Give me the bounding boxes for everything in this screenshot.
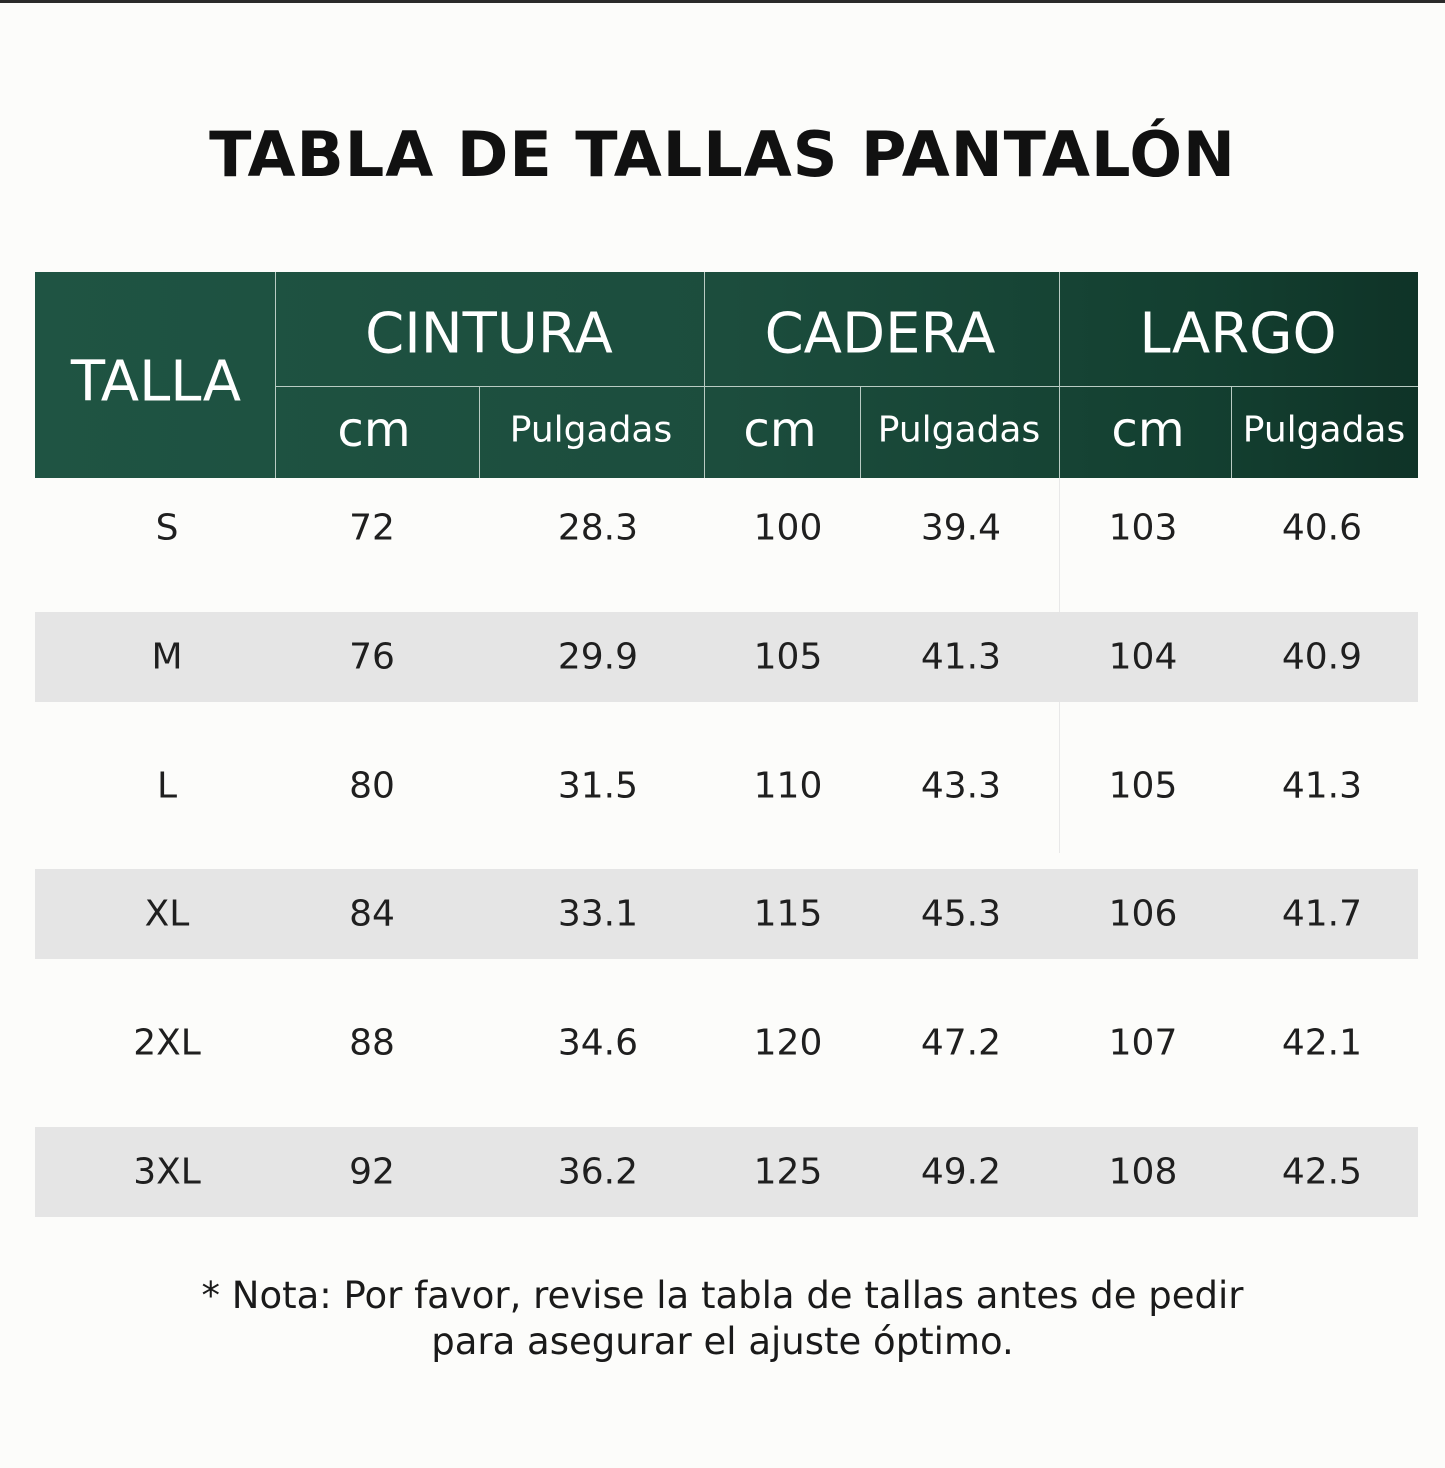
- header-unit-pulgadas: Pulgadas: [877, 409, 1041, 451]
- header-unit-cm: cm: [743, 402, 817, 458]
- header-unit-pulgadas: Pulgadas: [1242, 409, 1406, 451]
- row-stripe: [35, 1127, 1418, 1217]
- cadera-cm-cell: 100: [753, 507, 823, 549]
- cintura-pulgadas-cell: 33.1: [557, 893, 638, 935]
- cadera-cm-cell: 120: [753, 1022, 823, 1064]
- header-divider: [275, 386, 1418, 387]
- header-divider: [479, 387, 480, 478]
- header-divider: [860, 387, 861, 478]
- header-cadera: CADERA: [764, 301, 996, 367]
- size-cell: 2XL: [133, 1022, 201, 1064]
- cadera-pulgadas-cell: 41.3: [920, 636, 1001, 678]
- cintura-cm-cell: 84: [349, 893, 395, 935]
- cintura-cm-cell: 92: [349, 1151, 395, 1193]
- largo-pulgadas-cell: 42.5: [1281, 1151, 1362, 1193]
- largo-cm-cell: 105: [1108, 765, 1178, 807]
- cadera-cm-cell: 125: [753, 1151, 823, 1193]
- largo-pulgadas-cell: 41.3: [1281, 765, 1362, 807]
- size-cell: S: [155, 507, 179, 549]
- cadera-pulgadas-cell: 39.4: [920, 507, 1001, 549]
- cintura-cm-cell: 80: [349, 765, 395, 807]
- largo-pulgadas-cell: 42.1: [1281, 1022, 1362, 1064]
- cadera-pulgadas-cell: 45.3: [920, 893, 1001, 935]
- largo-cm-cell: 104: [1108, 636, 1178, 678]
- largo-pulgadas-cell: 41.7: [1281, 893, 1362, 935]
- header-unit-pulgadas: Pulgadas: [509, 409, 673, 451]
- header-unit-cm: cm: [337, 402, 411, 458]
- largo-cm-cell: 108: [1108, 1151, 1178, 1193]
- header-largo: LARGO: [1139, 301, 1337, 367]
- cadera-pulgadas-cell: 49.2: [920, 1151, 1001, 1193]
- note-line-1: * Nota: Por favor, revise la tabla de ta…: [201, 1274, 1244, 1317]
- top-border: [0, 0, 1445, 3]
- header-divider: [275, 272, 276, 478]
- row-stripe: [35, 611, 1418, 702]
- cadera-pulgadas-cell: 43.3: [920, 765, 1001, 807]
- note-line-2: para asegurar el ajuste óptimo.: [431, 1320, 1014, 1363]
- size-cell: 3XL: [133, 1151, 201, 1193]
- cintura-cm-cell: 72: [349, 507, 395, 549]
- largo-cm-cell: 103: [1108, 507, 1178, 549]
- row-stripe: [35, 869, 1418, 960]
- cintura-cm-cell: 88: [349, 1022, 395, 1064]
- table-header: [35, 272, 1418, 478]
- cintura-pulgadas-cell: 36.2: [557, 1151, 638, 1193]
- header-cintura: CINTURA: [365, 301, 613, 367]
- header-divider: [1231, 387, 1232, 478]
- cintura-pulgadas-cell: 29.9: [557, 636, 638, 678]
- page-title: TABLA DE TALLAS PANTALÓN: [209, 118, 1236, 191]
- cadera-cm-cell: 105: [753, 636, 823, 678]
- size-cell: M: [151, 636, 183, 678]
- largo-pulgadas-cell: 40.6: [1281, 507, 1362, 549]
- cadera-cm-cell: 115: [753, 893, 823, 935]
- largo-cm-cell: 106: [1108, 893, 1178, 935]
- header-divider: [704, 272, 705, 478]
- header-talla: TALLA: [70, 349, 242, 415]
- cintura-pulgadas-cell: 28.3: [557, 507, 638, 549]
- cintura-pulgadas-cell: 34.6: [557, 1022, 638, 1064]
- cintura-pulgadas-cell: 31.5: [557, 765, 638, 807]
- cadera-pulgadas-cell: 47.2: [920, 1022, 1001, 1064]
- header-divider: [1059, 272, 1060, 478]
- size-cell: L: [156, 765, 178, 807]
- header-unit-cm: cm: [1111, 402, 1185, 458]
- size-cell: XL: [144, 893, 190, 935]
- largo-cm-cell: 107: [1108, 1022, 1178, 1064]
- largo-pulgadas-cell: 40.9: [1281, 636, 1362, 678]
- cadera-cm-cell: 110: [753, 765, 823, 807]
- cintura-cm-cell: 76: [349, 636, 395, 678]
